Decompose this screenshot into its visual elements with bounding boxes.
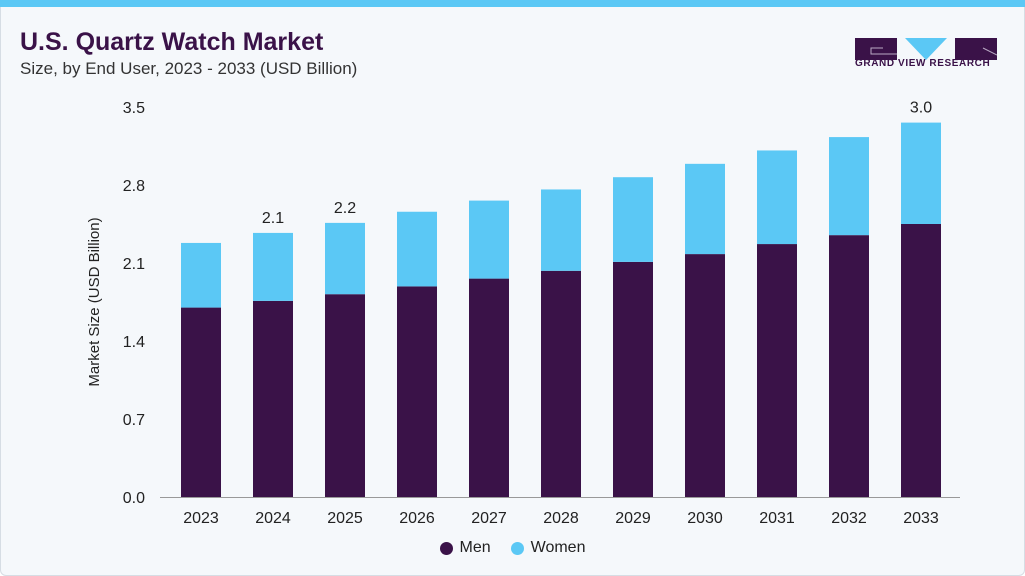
bar-men-2029 [613,261,653,497]
y-tick-label: 2.8 [123,178,145,195]
accent-bar [0,0,1025,7]
bar-men-2023 [181,307,221,497]
data-label: 3.0 [910,100,932,117]
chart-subtitle: Size, by End User, 2023 - 2033 (USD Bill… [20,59,358,78]
legend-item-men: Men [439,539,491,557]
bar-men-2024 [253,300,293,497]
x-tick-label: 2029 [615,510,651,527]
bar-women-2033 [901,122,941,224]
legend: Men Women [0,539,1025,557]
logo-text: GRAND VIEW RESEARCH [855,58,991,69]
chart-title: U.S. Quartz Watch Market [20,28,324,56]
bar-women-2031 [757,150,797,245]
data-label: 2.2 [334,200,356,217]
y-axis-label: Market Size (USD Billion) [86,217,103,386]
bar-women-2024 [253,232,293,301]
gvr-logo [855,38,997,60]
y-tick-label: 3.5 [123,100,145,117]
bar-men-2030 [685,254,725,497]
x-tick-label: 2030 [687,510,723,527]
y-tick-label: 1.4 [123,334,145,351]
bar-women-2025 [325,222,365,295]
data-label: 2.1 [262,210,284,227]
legend-item-women: Women [510,539,586,557]
x-tick-label: 2027 [471,510,507,527]
y-tick-label: 0.0 [123,490,145,507]
x-tick-label: 2031 [759,510,795,527]
legend-swatch-men [439,541,453,555]
y-tick-label: 2.1 [123,256,145,273]
bar-women-2032 [829,137,869,236]
bar-women-2023 [181,242,221,308]
y-tick-label: 0.7 [123,412,145,429]
bar-men-2027 [469,278,509,497]
bar-women-2027 [469,200,509,279]
x-tick-label: 2023 [183,510,219,527]
bar-men-2033 [901,224,941,497]
legend-label-men: Men [459,539,491,556]
x-tick-label: 2028 [543,510,579,527]
bar-women-2030 [685,163,725,255]
legend-swatch-women [510,541,524,555]
bar-women-2026 [397,211,437,287]
legend-label-women: Women [530,539,586,556]
bar-men-2032 [829,235,869,497]
x-tick-label: 2026 [399,510,435,527]
bar-men-2028 [541,270,581,497]
bar-men-2025 [325,294,365,497]
bar-women-2029 [613,177,653,262]
x-tick-label: 2025 [327,510,363,527]
x-tick-label: 2033 [903,510,939,527]
bar-men-2031 [757,244,797,497]
bar-women-2028 [541,189,581,271]
bar-men-2026 [397,286,437,497]
x-tick-label: 2024 [255,510,291,527]
x-tick-label: 2032 [831,510,867,527]
